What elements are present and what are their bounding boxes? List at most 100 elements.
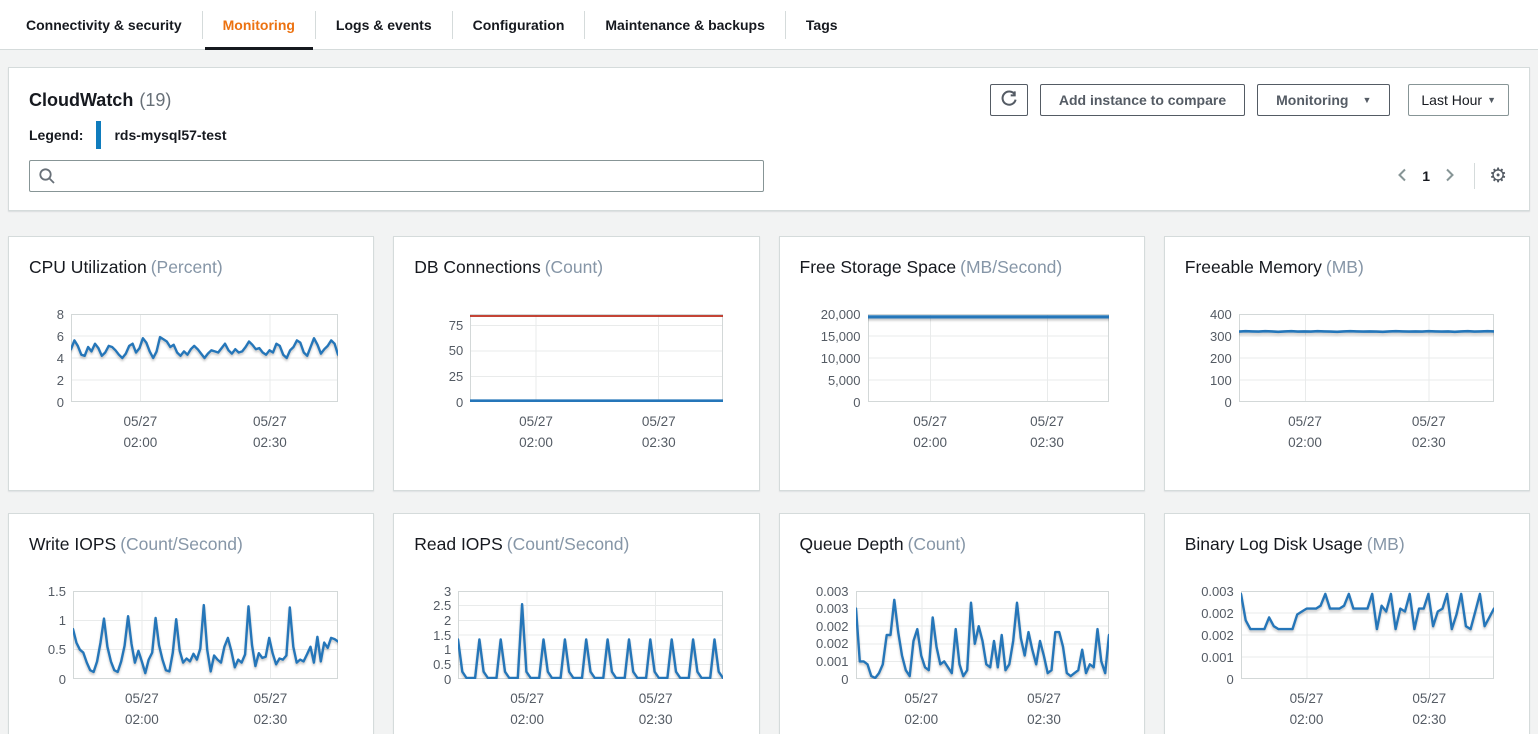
x-tick-date: 05/27 <box>252 414 287 429</box>
x-tick-time: 02:30 <box>1030 435 1064 450</box>
y-tick-label: 0.002 <box>815 618 849 634</box>
y-tick-label: 2 <box>56 372 64 388</box>
tab-monitoring[interactable]: Monitoring <box>203 0 315 50</box>
y-tick-label: 0.5 <box>47 642 66 658</box>
metric-cards-grid: CPU Utilization (Percent) 8 6 4 2 0 05/27 02:00 0… <box>8 236 1530 734</box>
tab-connectivity-security[interactable]: Connectivity & security <box>26 16 182 33</box>
x-tick-time: 02:30 <box>1412 712 1447 727</box>
metric-name: DB Connections <box>414 257 541 277</box>
x-tick-date: 05/27 <box>510 691 545 706</box>
tab-logs-events[interactable]: Logs & events <box>335 16 432 33</box>
y-tick-label: 1 <box>444 642 452 658</box>
tab-tags[interactable]: Tags <box>805 16 838 33</box>
gear-icon[interactable]: ⚙ <box>1489 165 1507 187</box>
chart-area: 0.003 0.003 0.002 0.002 0.001 0 <box>804 584 1144 687</box>
previous-page-button[interactable] <box>1390 163 1414 190</box>
x-tick-label: 05/27 02:00 <box>882 411 978 453</box>
x-tick-date: 05/27 <box>1288 414 1322 429</box>
x-tick-time: 02:00 <box>123 435 158 450</box>
y-tick-label: 0 <box>56 394 64 410</box>
y-tick-label: 0.5 <box>433 656 452 672</box>
y-tick-label: 0 <box>853 394 861 410</box>
pager-divider <box>1474 163 1476 189</box>
x-axis-labels: 05/27 02:00 05/27 02:30 <box>856 688 1144 734</box>
y-tick-label: 0.003 <box>1201 583 1234 599</box>
y-tick-label: 0 <box>841 671 849 687</box>
metric-search-input[interactable] <box>29 160 764 192</box>
caret-down-icon: ▼ <box>1487 94 1496 105</box>
x-tick-date: 05/27 <box>123 414 158 429</box>
metric-title: Queue Depth (Count) <box>800 534 1144 555</box>
metric-title: Binary Log Disk Usage (MB) <box>1185 534 1529 555</box>
y-tick-label: 1 <box>58 612 66 628</box>
x-tick-label: 05/27 02:30 <box>996 688 1092 730</box>
y-tick-label: 400 <box>1210 306 1232 322</box>
time-range-dropdown[interactable]: Last Hour ▼ <box>1408 84 1509 116</box>
y-tick-label: 10,000 <box>820 350 861 366</box>
metric-unit: (MB) <box>1325 257 1364 277</box>
monitoring-dropdown[interactable]: Monitoring ▼ <box>1257 84 1391 116</box>
y-axis-labels: 0.003 0.003 0.002 0.002 0.001 0 <box>804 584 856 687</box>
x-tick-time: 02:30 <box>638 712 673 727</box>
x-tick-label: 05/27 02:00 <box>488 411 584 453</box>
x-tick-time: 02:30 <box>252 435 287 450</box>
tab-configuration[interactable]: Configuration <box>472 16 565 33</box>
metric-unit: (MB) <box>1366 534 1405 554</box>
metric-card-read-iops[interactable]: Read IOPS (Count/Second) 3 2.5 2 1.5 1 0.5 0 05/2… <box>393 513 760 734</box>
metric-card-free-storage-space[interactable]: Free Storage Space (MB/Second) 20,000 15,00… <box>778 236 1145 491</box>
y-axis-labels: 20,000 15,000 10,000 5,000 0 <box>804 307 868 410</box>
tab-divider <box>584 10 586 39</box>
metric-name: Write IOPS <box>29 534 117 554</box>
x-tick-time: 02:00 <box>1289 712 1324 727</box>
chevron-right-icon <box>1444 167 1456 186</box>
tab-maintenance-backups[interactable]: Maintenance & backups <box>605 16 765 33</box>
line-plot <box>457 591 725 680</box>
metric-count: (19) <box>139 90 172 110</box>
metric-card-cpu-utilization[interactable]: CPU Utilization (Percent) 8 6 4 2 0 05/27 02:00 0… <box>8 236 375 491</box>
tab-divider <box>451 10 453 39</box>
metric-card-write-iops[interactable]: Write IOPS (Count/Second) 1.5 1 0.5 0 05/27 02:… <box>8 513 375 734</box>
y-tick-label: 1.5 <box>47 583 66 599</box>
y-tick-label: 0 <box>1224 394 1232 410</box>
x-tick-date: 05/27 <box>253 691 288 706</box>
chart-area: 75 50 25 0 <box>418 314 758 410</box>
metric-card-binary-log-disk-usage[interactable]: Binary Log Disk Usage (MB) 0.003 0.002 0.002… <box>1163 513 1530 734</box>
line-plot <box>69 314 340 402</box>
x-tick-date: 05/27 <box>904 691 939 706</box>
cloudwatch-panel: CloudWatch (19) Add instance to compare M… <box>8 67 1530 211</box>
metric-card-queue-depth[interactable]: Queue Depth (Count) 0.003 0.003 0.002 0.002 0.… <box>778 513 1145 734</box>
metric-card-freeable-memory[interactable]: Freeable Memory (MB) 400 300 200 100 0 05/27 02:… <box>1163 236 1530 491</box>
metric-unit: (Percent) <box>150 257 223 277</box>
y-axis-labels: 400 300 200 100 0 <box>1189 307 1239 410</box>
y-tick-label: 0 <box>1226 671 1234 687</box>
metric-card-db-connections[interactable]: DB Connections (Count) 75 50 25 0 05/27 02:00 05… <box>393 236 760 491</box>
x-tick-date: 05/27 <box>1412 691 1447 706</box>
x-tick-date: 05/27 <box>1411 414 1446 429</box>
chart-area: 20,000 15,000 10,000 5,000 0 <box>804 307 1144 410</box>
chart-area: 8 6 4 2 0 <box>33 307 373 410</box>
next-page-button[interactable] <box>1438 163 1462 190</box>
metric-title: Free Storage Space (MB/Second) <box>800 257 1144 278</box>
line-plot <box>1237 314 1496 402</box>
y-tick-label: 25 <box>448 368 464 384</box>
x-tick-time: 02:00 <box>510 712 545 727</box>
tab-divider <box>201 10 203 39</box>
chart-area: 0.003 0.002 0.002 0.001 0 <box>1189 584 1529 687</box>
x-tick-time: 02:00 <box>904 712 939 727</box>
refresh-button[interactable] <box>989 84 1028 116</box>
metric-unit: (MB/Second) <box>960 257 1063 277</box>
x-axis-labels: 05/27 02:00 05/27 02:30 <box>470 411 758 457</box>
x-axis-labels: 05/27 02:00 05/27 02:30 <box>1239 411 1529 457</box>
metric-unit: (Count) <box>907 534 966 554</box>
legend-color-bar <box>96 121 102 149</box>
add-instance-to-compare-button[interactable]: Add instance to compare <box>1039 84 1246 116</box>
x-tick-label: 05/27 02:30 <box>611 411 707 453</box>
x-tick-date: 05/27 <box>519 414 553 429</box>
x-tick-date: 05/27 <box>124 691 159 706</box>
tab-divider <box>784 10 786 39</box>
x-tick-label: 05/27 02:30 <box>999 411 1095 453</box>
x-tick-label: 05/27 02:00 <box>1257 411 1353 453</box>
y-tick-label: 200 <box>1210 350 1232 366</box>
x-axis-labels: 05/27 02:00 05/27 02:30 <box>868 411 1144 457</box>
x-tick-time: 02:30 <box>253 712 288 727</box>
